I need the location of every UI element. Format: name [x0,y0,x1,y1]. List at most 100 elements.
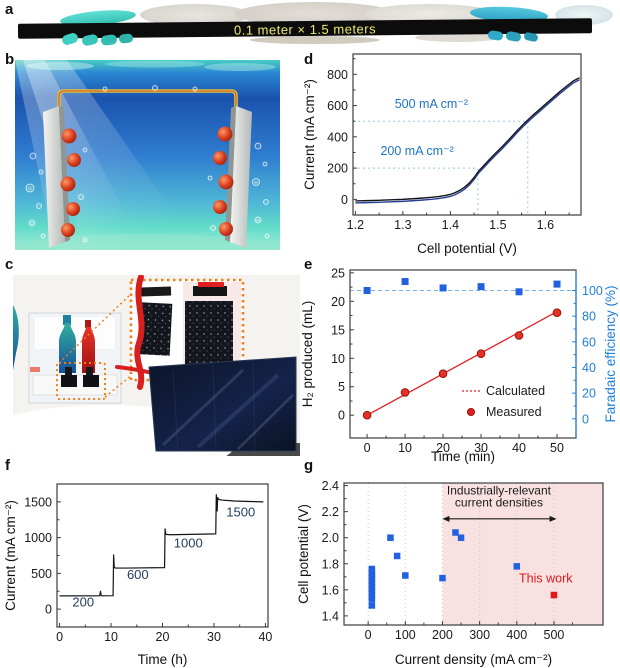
coral-catalysts-left [60,128,81,237]
axis-labels: Current density (mA cm⁻²) Cell potential … [296,504,552,667]
svg-text:H₂ produced (mL): H₂ produced (mL) [300,301,315,408]
panel-label-b: b [5,51,15,68]
svg-text:200: 200 [72,594,94,609]
svg-text:40: 40 [258,630,272,644]
svg-text:1.8: 1.8 [322,557,339,571]
svg-text:0: 0 [45,603,52,617]
svg-text:This work: This work [519,572,573,586]
glove-finger [81,33,99,47]
svg-text:200: 200 [432,628,453,642]
svg-text:100: 100 [582,284,603,298]
gas-bubbles [25,85,270,243]
svg-text:Measured: Measured [486,405,542,419]
panel-a-photo: 0.1 meter × 1.5 meters [0,0,620,48]
svg-text:O: O [30,221,34,226]
svg-text:1.3: 1.3 [394,218,411,232]
guides [353,120,529,215]
svg-text:20: 20 [331,295,345,309]
ticks [353,58,570,215]
svg-text:20: 20 [582,387,596,401]
svg-text:60: 60 [582,335,596,349]
svg-text:400: 400 [506,628,527,642]
ticks [57,501,266,627]
panel-label-c: c [5,256,14,273]
panel-c-photo [13,275,300,456]
svg-text:1500: 1500 [226,505,255,520]
svg-text:1.2: 1.2 [347,218,364,232]
svg-text:5: 5 [338,380,345,394]
svg-text:300: 300 [469,628,490,642]
legend: Calculated Measured [462,384,545,419]
svg-text:Industrially-relevant: Industrially-relevant [447,484,552,498]
svg-text:10: 10 [331,352,345,366]
electrode-plate-right [225,106,252,248]
svg-text:25: 25 [331,266,345,280]
ticks [344,485,574,625]
series-this-work [550,591,558,599]
svg-text:H: H [256,218,259,223]
glove-finger [100,33,118,47]
plot-regions [442,483,603,625]
svg-text:Cell potential (V): Cell potential (V) [417,241,517,256]
svg-text:200 mA cm⁻²: 200 mA cm⁻² [380,144,453,158]
panel-label-g: g [304,457,314,474]
svg-text:Cell potential (V): Cell potential (V) [296,504,311,604]
svg-text:current densities: current densities [455,495,543,509]
svg-text:500: 500 [544,628,565,642]
svg-text:O: O [28,186,32,191]
svg-text:Current density (mA cm⁻²): Current density (mA cm⁻²) [395,652,552,667]
axis-frame [349,269,577,439]
gas-labels: O O H H [28,180,259,226]
svg-text:1500: 1500 [24,495,52,509]
svg-text:0: 0 [56,630,63,644]
annotations: 200 600 1000 1500 [72,505,255,610]
annotation-arrows [442,515,557,522]
series-stepped-chronopotentiometry [59,494,264,597]
svg-text:0: 0 [582,412,589,426]
svg-text:40: 40 [582,361,596,375]
zoom-source-box [56,292,133,400]
svg-text:0: 0 [338,409,345,423]
svg-text:30: 30 [474,441,488,455]
panel-b-illustration: O O H H [15,60,280,250]
series-calculated [366,311,558,416]
svg-text:800: 800 [327,68,348,82]
svg-text:15: 15 [331,323,345,337]
svg-text:10: 10 [398,441,412,455]
cloth-background [415,33,500,42]
series-polarization-curve [355,77,580,204]
svg-text:1.5: 1.5 [489,218,506,232]
svg-text:Time (h): Time (h) [138,652,188,667]
panel-label-e: e [304,256,313,273]
svg-text:50: 50 [550,441,564,455]
series-literature-electrolyzers [368,529,521,609]
panel-label-a: a [5,1,14,18]
panel-label-d: d [304,51,314,68]
tick-labels: 0 10 20 30 40 0 500 1000 1500 [24,495,272,644]
svg-text:H: H [254,180,257,185]
axis-labels: Time (min) H₂ produced (mL) Faradaic effic… [300,285,618,464]
tick-labels: 0 100 200 300 400 500 1.4 1.6 1.8 2.0 2.2 2.4 [322,479,565,642]
svg-text:30: 30 [207,630,221,644]
glove-finger [118,33,134,44]
svg-text:500: 500 [31,567,52,581]
svg-text:10: 10 [104,630,118,644]
blue-bottle [59,315,76,373]
series-faradaic-efficiency [363,278,561,296]
svg-text:0: 0 [341,193,348,207]
zoom-inset-electrodes [129,278,245,382]
svg-text:40: 40 [512,441,526,455]
immersed-electrodes [61,367,99,387]
svg-text:0: 0 [364,441,371,455]
svg-text:600: 600 [327,99,348,113]
svg-text:80: 80 [582,310,596,324]
strip-dimensions-caption: 0.1 meter × 1.5 meters [233,21,377,38]
tick-labels: 0 10 20 30 40 50 0 5 10 15 20 25 0 20 40 60 80 100 [331,266,603,455]
coral-catalysts-right [213,126,234,236]
svg-text:1.4: 1.4 [322,609,339,623]
glove-finger [505,30,522,43]
svg-text:400: 400 [327,130,348,144]
